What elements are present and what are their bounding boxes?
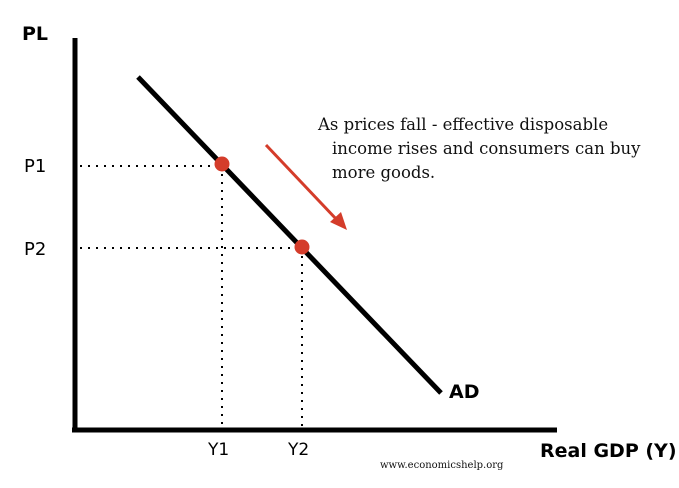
y2-label: Y2 bbox=[287, 440, 309, 460]
annotation-line-2: income rises and consumers can buy bbox=[332, 139, 641, 158]
annotation-line-1: As prices fall - effective disposable bbox=[317, 115, 608, 134]
y1-label: Y1 bbox=[207, 440, 229, 460]
price-fall-arrow bbox=[264, 143, 347, 230]
x-axis-label: Real GDP (Y) bbox=[540, 440, 677, 462]
point-p2-y2 bbox=[294, 239, 310, 255]
watermark: www.economicshelp.org bbox=[380, 460, 504, 471]
point-p1-y1 bbox=[214, 156, 230, 172]
y-axis-label: PL bbox=[22, 23, 48, 45]
annotation-line-3: more goods. bbox=[332, 163, 435, 182]
guide-lines bbox=[80, 165, 303, 428]
p2-label: P2 bbox=[24, 239, 46, 260]
ad-label: AD bbox=[449, 381, 479, 403]
p1-label: P1 bbox=[24, 156, 46, 177]
ad-curve bbox=[136, 75, 443, 395]
